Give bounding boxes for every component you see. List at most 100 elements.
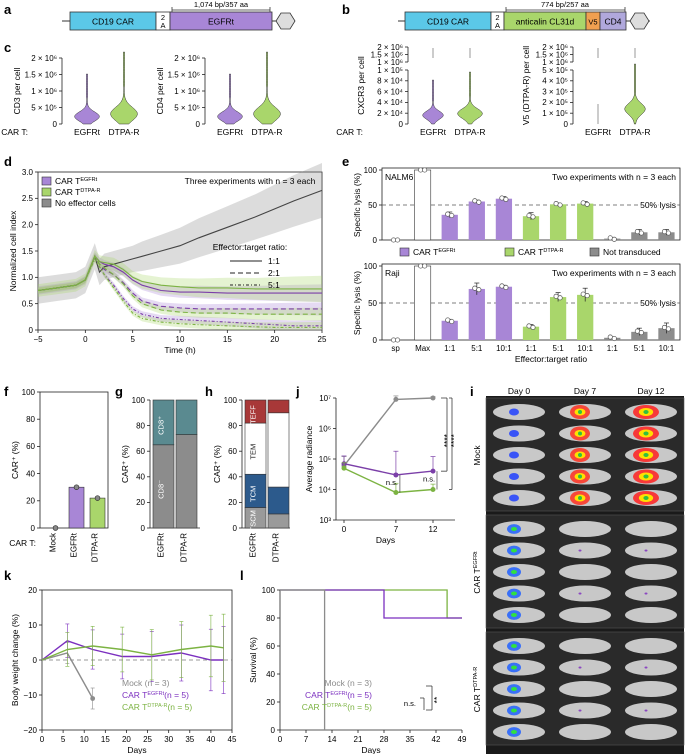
violin-egfrt <box>422 79 444 125</box>
x-tick-label: 12 <box>429 525 438 534</box>
y-tick-label: 20 <box>228 498 237 507</box>
data-point <box>449 212 455 219</box>
panel-c-cat-label: DTPA-R <box>251 127 282 137</box>
x-tick-label: 49 <box>458 735 467 744</box>
legend-label-base: CAR T <box>302 702 327 712</box>
y-tick-label: 2.0 <box>22 220 34 229</box>
data-point <box>394 337 401 343</box>
x-tick-label: 28 <box>380 735 389 744</box>
y-axis-label: Specific lysis (%) <box>352 271 362 335</box>
x-tick-label: 42 <box>432 735 441 744</box>
y-tick-label: 40 <box>26 469 35 478</box>
data-point <box>557 202 563 208</box>
y-tick-label: 0 <box>33 656 38 665</box>
violin-dtpar <box>624 63 646 125</box>
panel-c-cxcr3-tick-label: 4 × 10⁴ <box>377 98 403 107</box>
panel-label-l: l <box>240 568 244 583</box>
legend-label-sup: EGFRt <box>80 177 97 183</box>
violin-dtpar <box>253 51 281 125</box>
y-tick-label: 20 <box>136 498 145 507</box>
panel-c-cxcr3-ylabel: CXCR3 per cell <box>356 56 366 115</box>
group-label-sup: DTPA-R <box>473 667 479 687</box>
data-point <box>530 324 536 330</box>
mouse-silhouette <box>625 521 677 537</box>
panel-label-d: d <box>4 154 12 169</box>
y-tick-label: 1.5 <box>22 247 34 256</box>
survival-line-1 <box>280 589 462 619</box>
ratio-legend-label: 2:1 <box>268 268 280 278</box>
panel-g-chart: 0 20 40 60 80 100 CAR⁺ (%) EGFRt CD8⁻ CD8⁺ DTPA-R <box>120 396 200 562</box>
y-tick-label: 3.0 <box>22 168 34 177</box>
bioluminescence-signal <box>578 709 582 712</box>
bar <box>468 201 485 240</box>
bioluminescence-core <box>643 410 649 414</box>
legend-label-base: CAR T <box>518 247 543 257</box>
survival-line-0 <box>280 589 326 730</box>
panel-c-cd3-tick-label: 5 × 10⁵ <box>31 103 57 112</box>
y-tick-label: 0 <box>29 326 34 335</box>
bar <box>468 288 485 340</box>
panel-c-car-t-label: CAR T: <box>1 127 28 137</box>
x-tick-label: Max <box>415 344 430 353</box>
x-tick-label: Mock <box>49 532 58 552</box>
panel-c-v5-tick-label: 1 × 10⁵ <box>542 109 568 118</box>
group-label: CAR TEGFRt <box>472 551 482 594</box>
bioluminescence-core <box>511 527 517 531</box>
bar <box>495 198 513 240</box>
panel-c-v5-tick-label: 4 × 10⁵ <box>542 77 568 86</box>
panel-c-cat-label: EGFRt <box>420 127 447 137</box>
legend-label-n: (n = 5) <box>347 690 372 700</box>
bar <box>68 486 85 529</box>
x-tick-label: 1:1 <box>444 344 456 353</box>
stack-cd8-neg <box>175 434 198 529</box>
data-point <box>665 230 672 236</box>
construct-b-v5: V5 <box>588 18 597 27</box>
bioluminescence-core <box>578 496 582 500</box>
legend-label: CAR TEGFRt <box>55 176 98 186</box>
bioluminescence-signal <box>509 494 519 502</box>
y-tick-label: 100 <box>364 166 378 175</box>
y-axis-label: Survival (%) <box>248 637 258 683</box>
x-tick-label: EGFRt <box>157 532 166 557</box>
series-band <box>38 256 322 330</box>
bar <box>631 232 648 240</box>
data-point <box>584 201 590 207</box>
panel-c-cd4-ylabel: CD4 per cell <box>155 68 165 115</box>
construct-b-2a-bot: A <box>495 21 500 30</box>
x-axis-label: Effector:target ratio <box>515 354 587 364</box>
mouse-silhouette <box>559 638 611 654</box>
chart-annotation: Two experiments with n = 3 each <box>552 268 676 278</box>
legend-label-base: Not transduced <box>603 247 661 257</box>
mouse-silhouette <box>625 724 677 740</box>
x-axis-label: Days <box>376 535 395 545</box>
panel-label-e: e <box>342 154 349 169</box>
legend-label-sup: DTPA-R <box>147 703 167 709</box>
y-tick-label: 10⁵ <box>319 455 331 464</box>
bioluminescence-core <box>643 474 649 479</box>
y-tick-label: 1.0 <box>22 273 34 282</box>
stack-label: CD8⁻ <box>157 480 166 499</box>
x-axis-label: Days <box>361 745 380 754</box>
panel-c-v5-tick-label: 2 × 10⁵ <box>542 98 568 107</box>
panel-c-car-t-label: CAR T: <box>336 127 363 137</box>
legend-label: CAR TEGFRt <box>413 247 456 257</box>
data-point <box>611 335 617 342</box>
construct-b-cd19: CD19 CAR <box>427 17 469 27</box>
bioluminescence-core <box>578 474 582 479</box>
bioluminescence-signal <box>578 592 582 595</box>
x-tick-label: 5 <box>61 735 66 744</box>
bioluminescence-core <box>511 591 517 596</box>
y-tick-label: 20 <box>26 497 35 506</box>
x-tick-label: 10:1 <box>577 344 593 353</box>
bioluminescence-core <box>578 431 582 436</box>
data-point <box>557 295 563 301</box>
data-point <box>503 196 509 202</box>
x-tick-label: 14 <box>328 735 337 744</box>
panel-label-c: c <box>4 40 11 55</box>
lysis-threshold-label: 50% lysis <box>640 298 676 308</box>
panel-label-k: k <box>4 568 12 583</box>
bioluminescence-signal <box>509 473 519 480</box>
panel-c-cxcr3-tick-label: 1 × 10⁶ <box>377 58 403 67</box>
y-tick-label: 2.5 <box>22 194 34 203</box>
legend-swatch <box>504 247 515 257</box>
